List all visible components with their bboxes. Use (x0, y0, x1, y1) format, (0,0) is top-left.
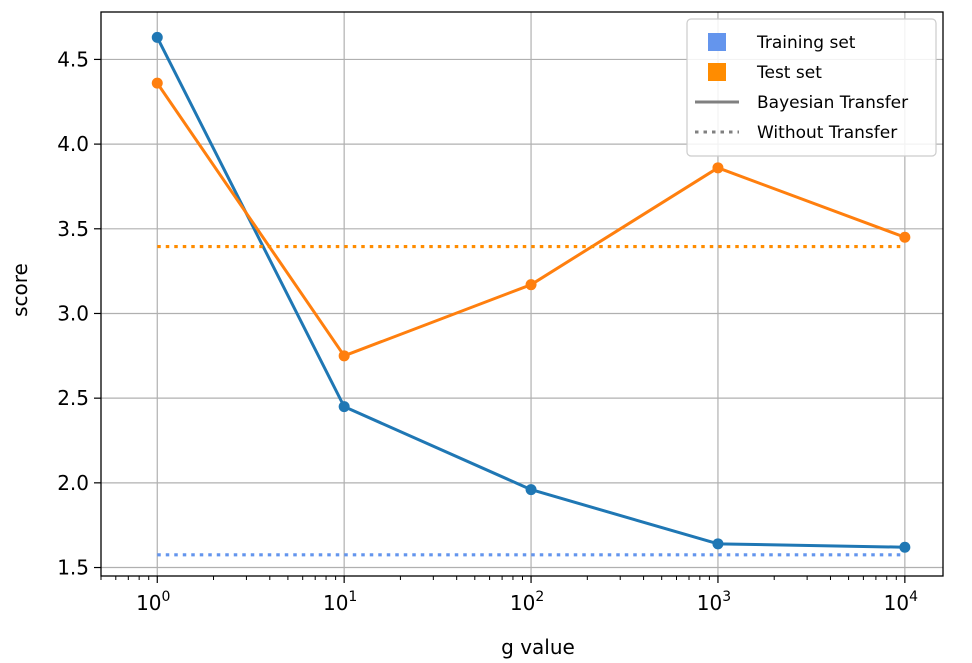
data-point-training_bayes (525, 484, 537, 496)
x-tick-exponent: 0 (162, 589, 171, 605)
y-axis: 1.5 2.0 2.5 3.0 3.5 4.0 4.5 (57, 47, 101, 580)
data-point-training_bayes (151, 31, 163, 43)
x-tick-base: 10 (884, 591, 909, 615)
legend: Training set Test set Bayesian Transfer Wit… (686, 18, 937, 157)
legend-label: Bayesian Transfer (757, 93, 908, 113)
x-tick-exponent: 3 (722, 589, 731, 605)
legend-swatch (708, 33, 726, 51)
x-tick-base: 10 (323, 591, 348, 615)
x-tick-label: 104 (884, 589, 918, 615)
data-point-test_bayes (899, 231, 911, 243)
y-tick-label: 2.0 (57, 471, 89, 495)
x-tick-label: 103 (697, 589, 731, 615)
data-point-training_bayes (338, 401, 350, 413)
data-point-training_bayes (899, 541, 911, 553)
x-tick-label: 100 (136, 589, 170, 615)
x-tick-exponent: 4 (909, 589, 918, 605)
legend-label: Test set (756, 63, 822, 83)
y-tick-label: 2.5 (57, 386, 89, 410)
data-point-training_bayes (712, 538, 724, 550)
x-axis-label: g value (501, 635, 575, 659)
x-tick-base: 10 (136, 591, 161, 615)
y-tick-label: 4.0 (57, 132, 89, 156)
series-layer (151, 31, 911, 557)
x-tick-label: 101 (323, 589, 357, 615)
data-point-test_bayes (338, 350, 350, 362)
legend-label: Without Transfer (757, 123, 897, 143)
data-point-test_bayes (151, 77, 163, 89)
legend-box (686, 18, 937, 157)
y-tick-label: 3.0 (57, 301, 89, 325)
x-tick-label: 102 (510, 589, 544, 615)
x-tick-base: 10 (697, 591, 722, 615)
y-tick-label: 4.5 (57, 47, 89, 71)
y-tick-label: 3.5 (57, 217, 89, 241)
x-tick-base: 10 (510, 591, 535, 615)
plot-frame (100, 11, 944, 577)
y-tick-label: 1.5 (57, 556, 89, 580)
x-axis: 100 101 102 103 104 (100, 576, 918, 615)
legend-swatch (708, 63, 726, 81)
grid (101, 12, 943, 576)
y-axis-label: score (8, 263, 32, 317)
legend-label: Training set (756, 33, 856, 53)
x-tick-exponent: 2 (535, 589, 544, 605)
x-tick-exponent: 1 (348, 589, 357, 605)
data-point-test_bayes (712, 162, 724, 174)
data-point-test_bayes (525, 279, 537, 291)
